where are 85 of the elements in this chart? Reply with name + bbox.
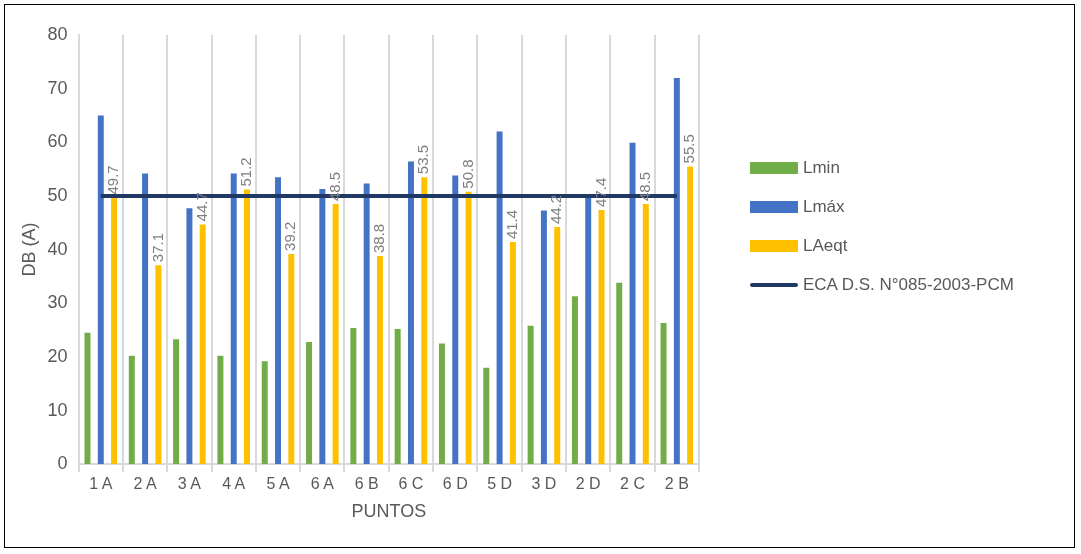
bar bbox=[128, 355, 135, 465]
bar bbox=[439, 343, 445, 465]
data-label: 48.5 bbox=[635, 171, 653, 201]
bar bbox=[483, 367, 490, 465]
x-tick-label: 2 C bbox=[620, 475, 645, 493]
data-label: 48.5 bbox=[325, 171, 343, 201]
x-tick-label: 5 D bbox=[487, 475, 513, 493]
bar bbox=[275, 177, 282, 465]
y-tick-label: 0 bbox=[57, 453, 68, 474]
y-tick-label: 10 bbox=[47, 399, 68, 420]
x-tick-label: 3 A bbox=[177, 475, 202, 493]
bar bbox=[288, 253, 295, 465]
y-tick-label: 40 bbox=[47, 238, 68, 259]
bar bbox=[394, 329, 401, 465]
legend-label: Lmin bbox=[803, 158, 840, 178]
bar bbox=[186, 208, 193, 465]
data-label: 37.1 bbox=[148, 232, 166, 263]
bar bbox=[527, 325, 534, 465]
data-label: 44.7 bbox=[192, 192, 210, 222]
x-tick-label: 6 A bbox=[310, 475, 335, 493]
x-tick-label: 6 B bbox=[354, 475, 379, 493]
data-label: 41.4 bbox=[503, 209, 521, 240]
bar bbox=[244, 189, 250, 465]
bar bbox=[629, 142, 636, 465]
y-tick-label: 20 bbox=[47, 345, 68, 366]
bar bbox=[421, 177, 428, 465]
x-tick-label: 3 D bbox=[531, 475, 557, 493]
x-tick-label: 6 D bbox=[442, 475, 468, 493]
y-tick-label: 80 bbox=[47, 23, 68, 44]
bar bbox=[319, 188, 326, 465]
data-label: 53.5 bbox=[414, 144, 432, 175]
data-label: 47.4 bbox=[591, 177, 609, 207]
bar bbox=[407, 161, 414, 465]
legend-label: LAeqt bbox=[803, 236, 848, 256]
x-axis-title: PUNTOS bbox=[351, 501, 427, 522]
bar bbox=[687, 166, 694, 465]
data-label: 44.2 bbox=[547, 194, 565, 225]
bar bbox=[155, 265, 162, 465]
x-tick-label: 2 A bbox=[133, 475, 157, 493]
bar bbox=[616, 282, 623, 465]
y-tick-label: 60 bbox=[47, 131, 68, 152]
data-label: 49.7 bbox=[104, 165, 122, 195]
x-tick-label: 4 A bbox=[222, 475, 246, 493]
bar bbox=[306, 341, 313, 465]
x-tick-label: 2 D bbox=[575, 475, 601, 493]
x-tick-label: 1 A bbox=[89, 475, 113, 493]
y-axis-title: DB (A) bbox=[18, 222, 39, 277]
bar bbox=[350, 327, 357, 465]
bar bbox=[496, 131, 503, 465]
bar bbox=[540, 210, 547, 465]
bar bbox=[84, 332, 91, 465]
bar bbox=[585, 195, 592, 465]
y-tick-label: 30 bbox=[47, 292, 68, 313]
bar bbox=[173, 339, 180, 465]
data-label: 50.8 bbox=[458, 159, 476, 189]
bar bbox=[261, 361, 268, 465]
y-tick-label: 70 bbox=[47, 77, 68, 98]
bar bbox=[363, 183, 370, 465]
bar bbox=[642, 204, 649, 465]
bar bbox=[660, 323, 667, 465]
bar bbox=[571, 296, 578, 465]
y-tick-label: 50 bbox=[47, 184, 68, 205]
x-tick-label: 2 B bbox=[664, 475, 689, 493]
bar bbox=[230, 173, 237, 465]
x-tick-label: 6 C bbox=[398, 475, 424, 493]
data-label: 51.2 bbox=[237, 157, 255, 187]
legend-label: ECA D.S. N°085-2003-PCM bbox=[803, 275, 1014, 295]
bar bbox=[217, 355, 224, 465]
bar bbox=[111, 197, 118, 465]
legend-label: Lmáx bbox=[803, 197, 845, 217]
bar bbox=[142, 173, 149, 465]
bar bbox=[554, 227, 561, 465]
data-label: 39.2 bbox=[281, 221, 299, 251]
x-tick-label: 5 A bbox=[266, 475, 290, 493]
bar bbox=[199, 224, 206, 465]
data-label: 38.8 bbox=[370, 223, 388, 254]
bar bbox=[673, 77, 680, 465]
bar bbox=[97, 115, 104, 465]
bar bbox=[598, 209, 605, 465]
bar bbox=[452, 175, 459, 465]
bar bbox=[332, 204, 339, 465]
bar bbox=[376, 256, 383, 465]
bar bbox=[509, 242, 516, 465]
data-label: 55.5 bbox=[680, 134, 698, 164]
bar bbox=[465, 191, 472, 465]
